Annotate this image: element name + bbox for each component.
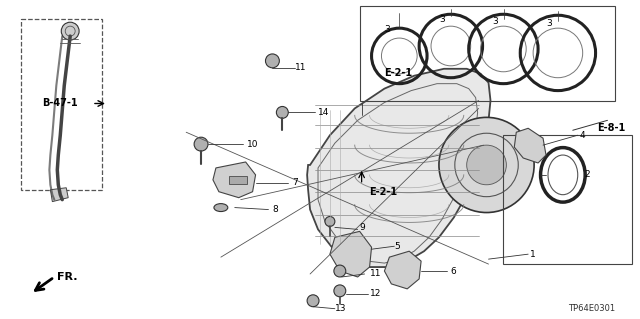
Text: 6: 6 [451, 266, 456, 276]
Text: 14: 14 [318, 108, 330, 117]
Circle shape [307, 295, 319, 307]
Polygon shape [515, 128, 546, 163]
Bar [20, 19, 102, 190]
Circle shape [334, 285, 346, 297]
Text: 3: 3 [385, 25, 390, 33]
Text: 13: 13 [335, 304, 346, 313]
Circle shape [266, 54, 279, 68]
Text: TP64E0301: TP64E0301 [568, 304, 615, 313]
Text: 11: 11 [295, 63, 307, 72]
Circle shape [276, 107, 288, 118]
Text: 3: 3 [546, 19, 552, 28]
Polygon shape [213, 162, 255, 198]
Polygon shape [51, 188, 68, 202]
Bar [229, 176, 246, 184]
Text: 9: 9 [360, 223, 365, 232]
Text: 4: 4 [580, 131, 586, 140]
Text: 10: 10 [246, 140, 258, 149]
Text: 8: 8 [273, 205, 278, 214]
Text: 7: 7 [292, 178, 298, 187]
Circle shape [439, 117, 534, 212]
Text: 5: 5 [394, 242, 400, 251]
Text: 1: 1 [530, 250, 536, 259]
Text: FR.: FR. [58, 272, 78, 282]
Ellipse shape [214, 204, 228, 211]
Text: E-8-1: E-8-1 [598, 123, 626, 133]
Text: E-2-1: E-2-1 [385, 68, 413, 78]
Polygon shape [330, 231, 372, 277]
Text: E-2-1: E-2-1 [369, 187, 397, 197]
Polygon shape [307, 69, 490, 267]
Polygon shape [385, 251, 421, 289]
Text: B-47-1: B-47-1 [42, 99, 78, 108]
Circle shape [194, 137, 208, 151]
Text: 11: 11 [369, 270, 381, 278]
Circle shape [61, 22, 79, 40]
Circle shape [467, 145, 506, 185]
Circle shape [325, 217, 335, 226]
Text: 2: 2 [585, 170, 590, 179]
Text: 3: 3 [439, 15, 445, 24]
Text: 3: 3 [493, 17, 498, 26]
Text: 12: 12 [369, 289, 381, 298]
Circle shape [334, 265, 346, 277]
